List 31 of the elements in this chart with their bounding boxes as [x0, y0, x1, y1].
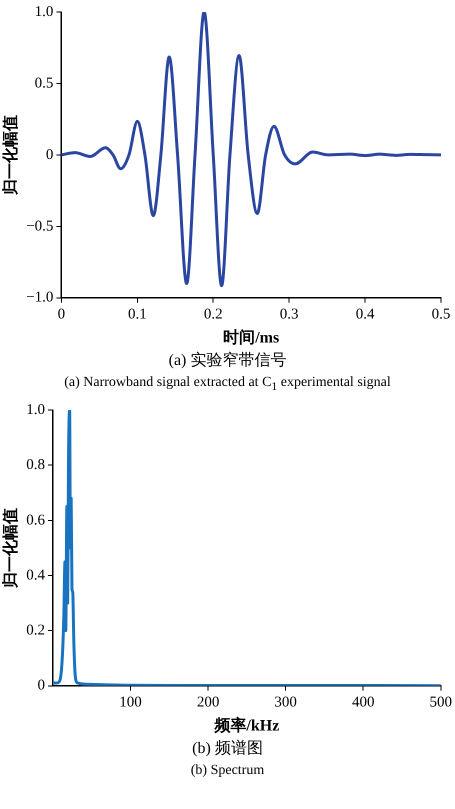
x-tick-label: 500 — [430, 694, 452, 711]
y-tick-label: 0 — [37, 678, 45, 694]
x-tick-label: 0 — [58, 306, 66, 323]
text: (b) 频谱图 — [191, 738, 264, 759]
line-series — [61, 12, 441, 288]
x-tick-label: 0.2 — [204, 306, 223, 323]
text: (a) 实验窄带信号 — [168, 350, 288, 371]
y-tick-label: 1.0 — [34, 4, 54, 20]
y-axis-title: 归一化幅值 — [2, 508, 20, 589]
x-tick-label: 0.4 — [356, 306, 375, 323]
x-tick-label: 0.5 — [432, 306, 450, 323]
x-tick-label: 100 — [119, 694, 142, 711]
y-tick-label: 0.2 — [26, 622, 45, 638]
x-tick-label: 0.1 — [128, 306, 147, 323]
y-axis-title: 归一化幅值 — [2, 114, 20, 196]
y-tick-label: −1.0 — [26, 290, 54, 306]
y-tick-label: 0.5 — [34, 75, 54, 92]
y-tick-label: 1.0 — [26, 402, 45, 418]
y-tick-label: 0.8 — [26, 456, 45, 473]
x-tick-label: 400 — [352, 694, 374, 711]
x-tick-label: 200 — [196, 694, 220, 711]
y-tick-label: 0.4 — [26, 567, 46, 584]
y-tick-label: −0.5 — [26, 218, 54, 234]
x-tick-label: 0.3 — [280, 306, 299, 323]
x-axis-title: 频率/kHz — [213, 715, 280, 734]
text: (b) Spectrum — [190, 762, 266, 780]
x-tick-label: 300 — [274, 694, 297, 711]
text: (a) Narrowband signal extracted at C$_{1}$ experimental signal — [63, 374, 392, 395]
y-tick-label: 0 — [46, 146, 54, 163]
x-axis-title: 时间/ms — [223, 328, 280, 347]
y-tick-label: 0.6 — [26, 512, 46, 528]
